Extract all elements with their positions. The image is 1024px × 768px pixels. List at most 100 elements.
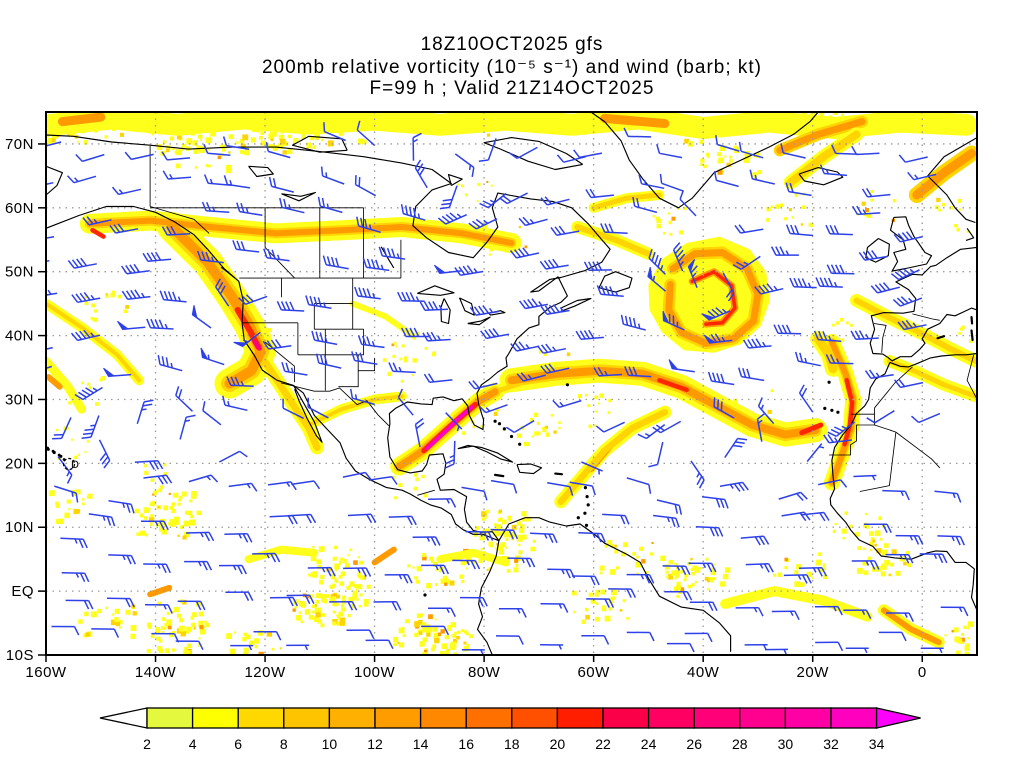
vorticity-speckle xyxy=(752,172,757,177)
wind-barb xyxy=(687,258,698,288)
vorticity-speckle xyxy=(279,138,286,145)
wind-barb xyxy=(853,474,877,481)
vorticity-speckle xyxy=(336,621,341,626)
political-border xyxy=(280,382,390,427)
island-dot xyxy=(583,486,588,490)
wind-barb xyxy=(222,395,248,412)
vorticity-speckle xyxy=(205,164,209,168)
vorticity-speckle xyxy=(413,473,418,477)
wind-barb xyxy=(351,351,378,365)
colorbar-segment xyxy=(602,707,650,729)
wind-barb xyxy=(65,599,94,610)
vorticity-speckle xyxy=(773,573,777,577)
wind-barb xyxy=(754,283,784,295)
vorticity-speckle xyxy=(767,409,772,414)
vorticity-speckle xyxy=(145,533,149,537)
vorticity-speckle xyxy=(401,344,405,348)
vorticity-speckle xyxy=(177,613,181,618)
storm-label: D xyxy=(71,459,79,471)
vorticity-speckle xyxy=(532,539,536,543)
vorticity-speckle xyxy=(229,648,236,655)
political-border xyxy=(873,323,887,353)
vorticity-speckle xyxy=(413,337,416,340)
wind-barb xyxy=(907,171,937,181)
vorticity-speckle xyxy=(734,145,739,150)
wind-barb xyxy=(412,536,441,546)
vorticity-speckle xyxy=(573,610,576,614)
vorticity-speckle xyxy=(800,223,804,226)
vorticity-speckle xyxy=(66,499,71,504)
vorticity-speckle xyxy=(309,594,314,599)
vorticity-speckle xyxy=(463,641,467,645)
vorticity-speckle xyxy=(97,608,102,614)
vorticity-speckle xyxy=(90,316,94,321)
vorticity-speckle xyxy=(518,225,522,229)
vorticity-speckle xyxy=(179,495,183,500)
coastline-south-america-caribbean xyxy=(498,517,732,652)
vorticity-speckle xyxy=(81,381,84,385)
coastline-lake-huron xyxy=(458,297,475,316)
vorticity-speckle xyxy=(422,626,429,633)
wind-barb xyxy=(662,565,691,576)
wind-barb xyxy=(218,564,247,575)
vorticity-speckle xyxy=(47,137,53,143)
vorticity-speckle xyxy=(884,559,890,566)
vorticity-speckle xyxy=(167,625,172,630)
vorticity-speckle xyxy=(692,565,698,571)
vorticity-speckle xyxy=(194,626,196,629)
coastline-baja-california xyxy=(293,385,323,443)
wind-barb xyxy=(46,141,62,147)
vorticity-speckle xyxy=(337,616,341,620)
political-border xyxy=(149,206,210,234)
wind-barb xyxy=(813,330,842,342)
wind-barb xyxy=(469,304,499,316)
wind-barb xyxy=(66,175,97,184)
vorticity-speckle xyxy=(784,566,788,570)
vorticity-speckle xyxy=(119,132,124,137)
wind-barb xyxy=(801,511,830,522)
vorticity-speckle xyxy=(226,633,232,639)
wind-barb xyxy=(346,629,375,639)
vorticity-speckle xyxy=(276,147,279,150)
vorticity-speckle xyxy=(190,616,194,620)
vorticity-speckle xyxy=(342,558,347,564)
vorticity-speckle xyxy=(166,148,170,153)
political-border xyxy=(874,366,913,415)
vorticity-speckle xyxy=(518,550,523,555)
vorticity-speckle xyxy=(481,511,487,517)
wind-barb xyxy=(540,644,564,650)
vorticity-speckle xyxy=(726,162,731,168)
vorticity-speckle xyxy=(587,404,591,408)
wind-barb xyxy=(188,474,219,483)
wind-barb xyxy=(291,480,321,490)
vorticity-speckle xyxy=(466,567,469,570)
vorticity-speckle xyxy=(969,339,973,343)
vorticity-speckle xyxy=(553,430,557,434)
wind-barb xyxy=(388,515,417,526)
vorticity-speckle xyxy=(130,633,136,639)
vorticity-speckle xyxy=(416,566,422,572)
vorticity-speckle xyxy=(961,641,964,645)
coastline-africa-coast xyxy=(829,362,977,611)
wind-barb xyxy=(507,557,536,568)
vorticity-speckle xyxy=(967,621,974,627)
vorticity-speckle xyxy=(169,506,173,510)
vorticity-speckle xyxy=(581,619,586,624)
wind-barb xyxy=(798,384,814,413)
lat-tick-label: 60N xyxy=(5,200,34,217)
vorticity-speckle xyxy=(453,652,458,655)
vorticity-speckle xyxy=(257,630,263,636)
wind-barb xyxy=(578,532,606,543)
vorticity-speckle xyxy=(680,587,685,592)
vorticity-speckle xyxy=(366,584,371,589)
wind-barb xyxy=(648,248,666,275)
vorticity-speckle xyxy=(872,539,876,543)
vorticity-speckle xyxy=(888,573,891,577)
vorticity-speckle xyxy=(363,602,369,607)
wind-barb xyxy=(895,534,924,545)
vorticity-speckle xyxy=(694,567,701,573)
vorticity-speckle xyxy=(454,631,457,635)
vorticity-speckle xyxy=(506,569,511,573)
vorticity-speckle xyxy=(671,216,676,221)
vorticity-speckle xyxy=(287,134,292,139)
